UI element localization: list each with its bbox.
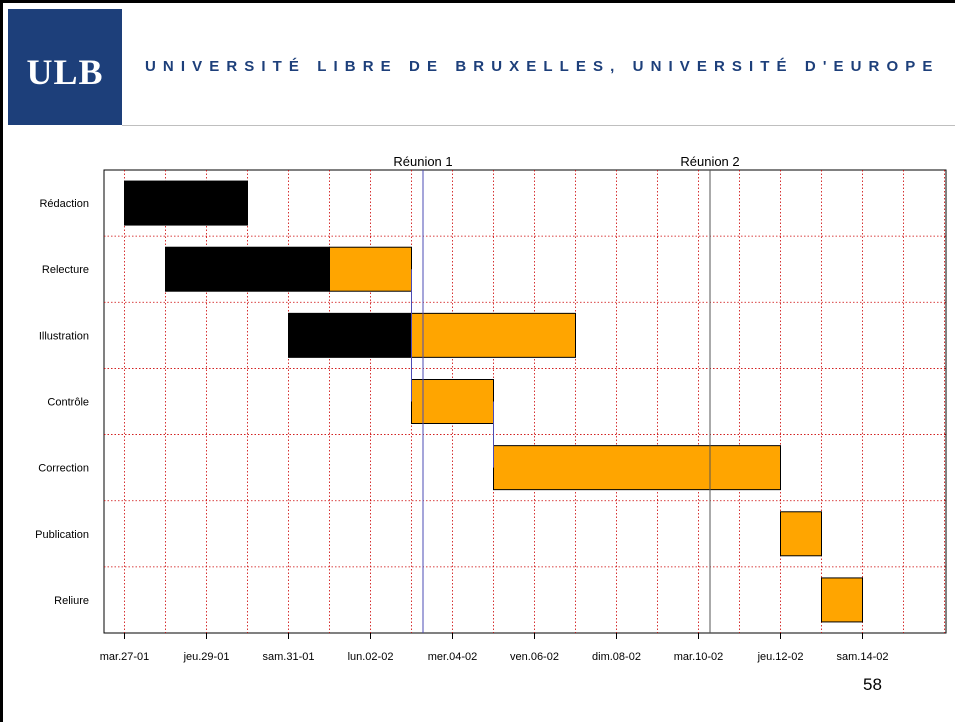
gantt-bar-done [124, 180, 248, 226]
x-tick-label: mar.27-01 [100, 651, 150, 663]
event-label: Réunion 2 [680, 154, 739, 169]
gantt-bar-done [165, 246, 330, 292]
x-tick-label: mar.10-02 [674, 651, 724, 663]
gantt-bar-remaining [493, 445, 781, 491]
task-label: Illustration [39, 330, 89, 342]
logo-text: ULB [26, 52, 104, 92]
gantt-bar-remaining [411, 312, 576, 358]
header-divider [122, 125, 955, 126]
x-tick-label: sam.31-01 [263, 651, 315, 663]
gantt-bar-remaining [329, 246, 412, 292]
x-tick-label: mer.04-02 [428, 651, 478, 663]
x-tick-label: lun.02-02 [348, 651, 394, 663]
ulb-logo: ULB [8, 9, 122, 125]
x-tick-label: jeu.12-02 [757, 651, 804, 663]
gantt-bar-remaining [780, 511, 822, 557]
slide-frame-top [0, 0, 955, 3]
university-banner: UNIVERSITÉ LIBRE DE BRUXELLES, UNIVERSIT… [145, 58, 940, 75]
page-number: 58 [863, 675, 882, 694]
task-label: Relecture [42, 264, 89, 276]
gantt-bar-done [288, 312, 412, 358]
task-label: Reliure [54, 595, 89, 607]
event-label: Réunion 1 [393, 154, 452, 169]
x-tick-label: sam.14-02 [837, 651, 889, 663]
task-label: Correction [38, 463, 89, 475]
x-tick-label: dim.08-02 [592, 651, 641, 663]
x-tick-label: jeu.29-01 [183, 651, 230, 663]
task-label: Rédaction [39, 198, 89, 210]
task-label: Contrôle [47, 397, 89, 409]
x-tick-label: ven.06-02 [510, 651, 559, 663]
task-label: Publication [35, 529, 89, 541]
slide-frame-left [0, 0, 3, 722]
gantt-bar-remaining [411, 379, 494, 424]
gantt-bar-remaining [821, 577, 863, 623]
plot-border [103, 169, 947, 634]
